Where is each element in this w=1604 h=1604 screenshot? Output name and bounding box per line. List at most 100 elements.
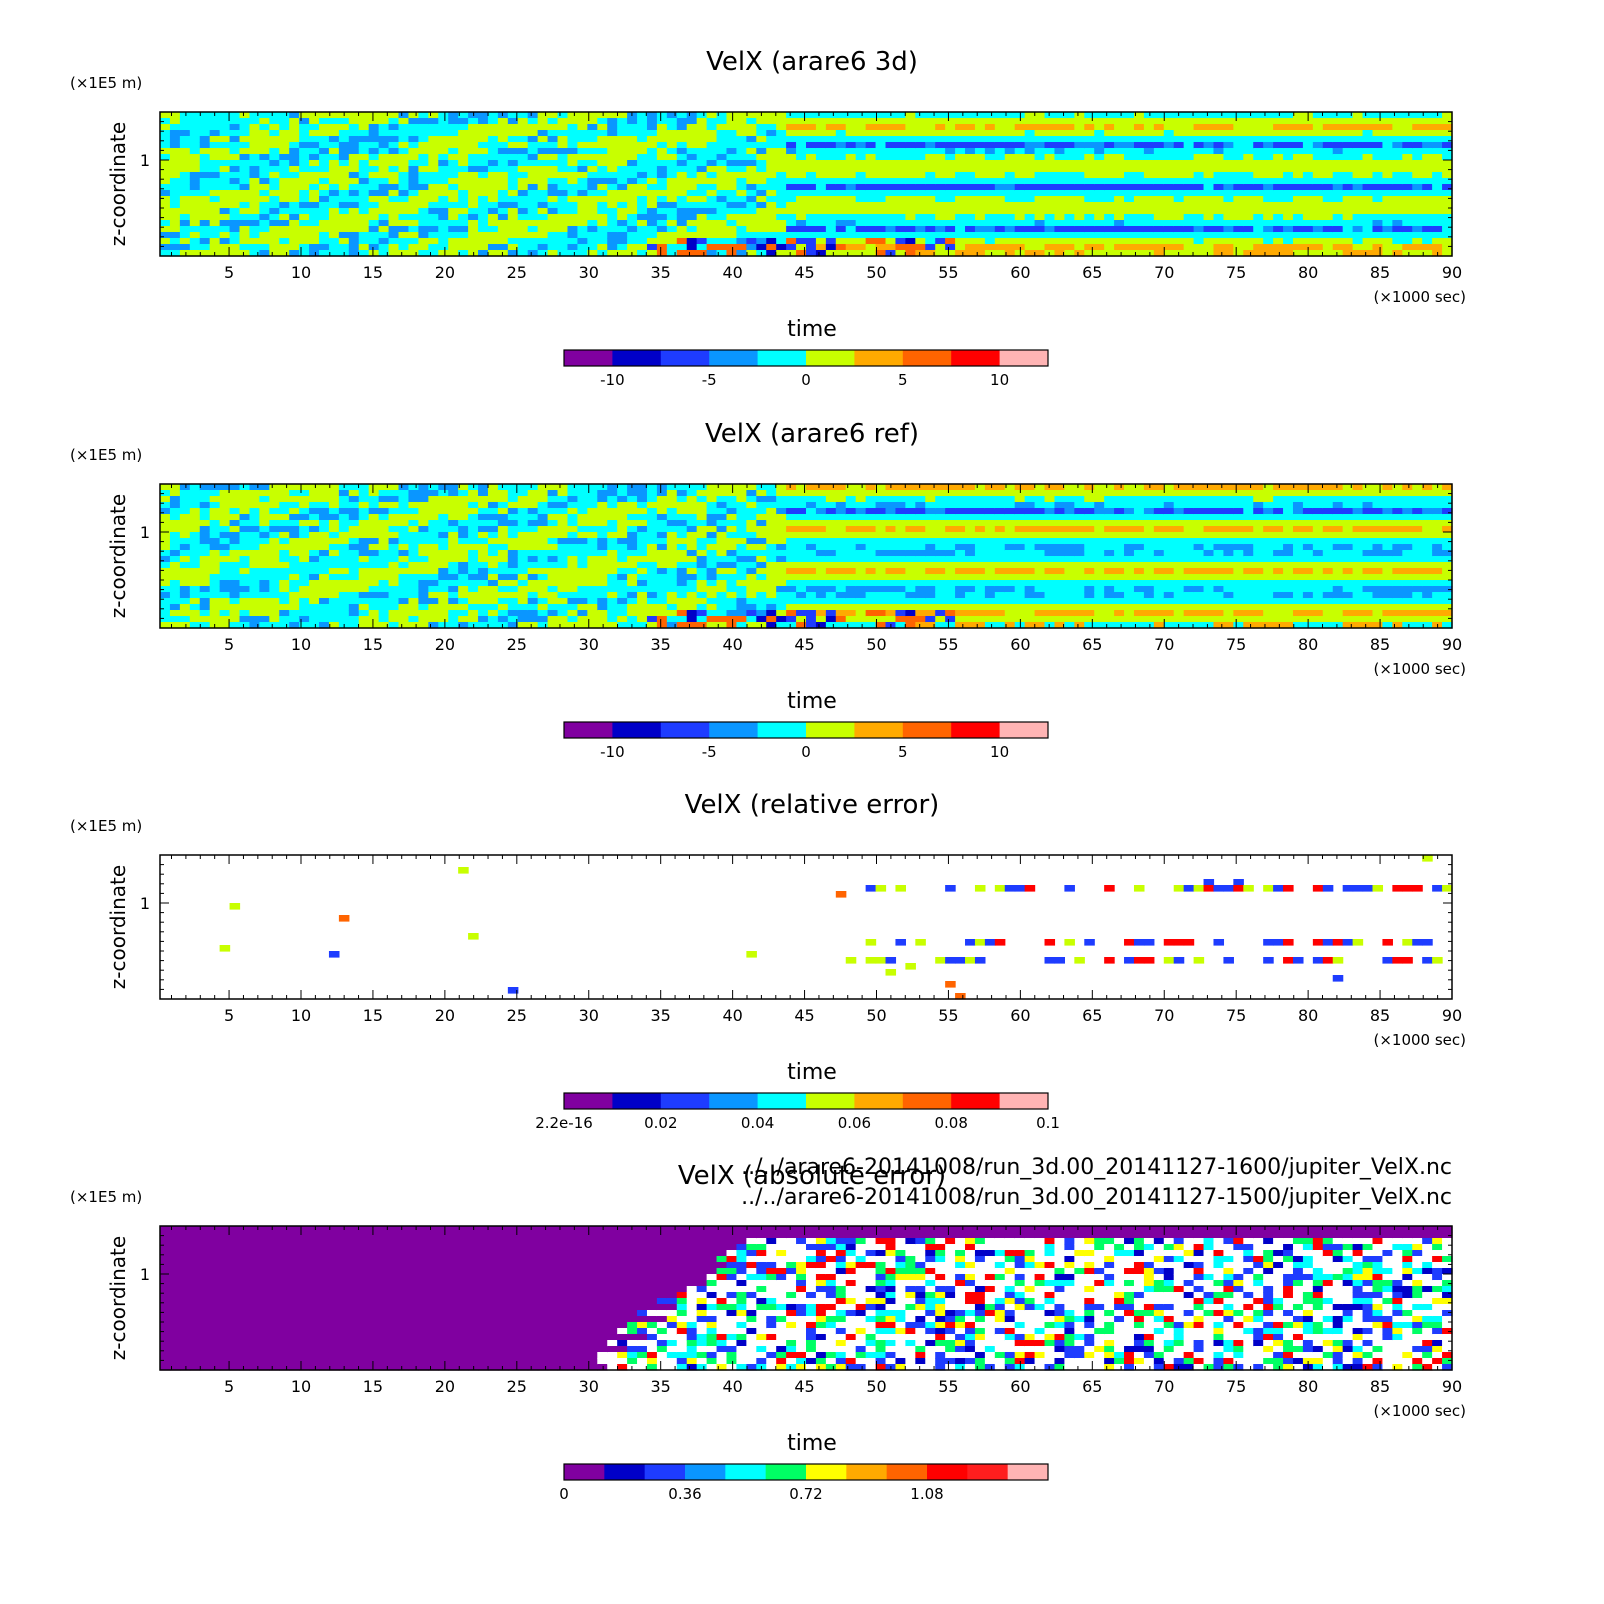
colorbar-swatch — [709, 1093, 759, 1109]
colorbar-label: 0 — [801, 371, 811, 389]
colorbar-swatch — [999, 722, 1049, 738]
x-tick-label: 10 — [291, 1006, 311, 1025]
heatmap-field — [160, 855, 1453, 1000]
colorbar-label: 0.1 — [1036, 1114, 1060, 1132]
x-axis-label: time — [787, 689, 837, 714]
x-tick-label: 60 — [1010, 635, 1030, 654]
x-tick-label: 70 — [1154, 263, 1174, 282]
colorbar-swatch — [604, 1464, 646, 1480]
x-axis-label: time — [787, 1060, 837, 1085]
x-tick-label: 30 — [579, 1006, 599, 1025]
colorbar-swatch — [564, 1093, 613, 1109]
x-tick-label: 80 — [1298, 263, 1318, 282]
y-axis-label: z-coordinate — [106, 1236, 130, 1360]
x-tick-label: 35 — [651, 635, 671, 654]
x-tick-label: 25 — [507, 263, 527, 282]
x-tick-label: 10 — [291, 263, 311, 282]
chart-title: VelX (absolute error) — [678, 1161, 946, 1191]
colorbar-swatch — [854, 350, 904, 366]
x-axis-label: time — [787, 1431, 837, 1456]
x-tick-label: 50 — [866, 1006, 886, 1025]
colorbar-swatch — [854, 722, 904, 738]
chart-title: VelX (relative error) — [685, 790, 940, 820]
x-tick-label: 75 — [1226, 1006, 1246, 1025]
colorbar-label: 2.2e-16 — [535, 1114, 593, 1132]
colorbar-swatch — [967, 1464, 1009, 1480]
x-tick-label: 65 — [1082, 263, 1102, 282]
colorbar-swatch — [765, 1464, 807, 1480]
colorbar-swatch — [612, 350, 662, 366]
x-tick-label: 75 — [1226, 263, 1246, 282]
colorbar-swatch — [725, 1464, 767, 1480]
colorbar: -10 -5 0 5 10 — [563, 349, 1049, 389]
x-tick-label: 45 — [794, 1377, 814, 1396]
colorbar-label: 1.08 — [910, 1485, 943, 1503]
y-unit-label: (×1E5 m) — [70, 446, 142, 464]
x-tick-label: 70 — [1154, 1006, 1174, 1025]
x-tick-label: 85 — [1370, 1377, 1390, 1396]
colorbar-swatch — [564, 722, 613, 738]
x-tick-label: 60 — [1010, 263, 1030, 282]
y-axis-label: z-coordinate — [106, 122, 130, 246]
x-tick-label: 90 — [1442, 635, 1462, 654]
x-tick-label: 75 — [1226, 635, 1246, 654]
colorbar-swatch — [951, 722, 1001, 738]
colorbar-swatch — [886, 1464, 928, 1480]
x-tick-label: 15 — [363, 1006, 383, 1025]
y-tick-label: 1 — [140, 523, 150, 542]
x-tick-label: 50 — [866, 1377, 886, 1396]
x-tick-label: 80 — [1298, 1006, 1318, 1025]
colorbar-swatch — [660, 722, 710, 738]
x-tick-label: 15 — [363, 635, 383, 654]
x-tick-label: 85 — [1370, 263, 1390, 282]
chart-panel-3: VelX (relative error) (×1E5 m) 5 10 15 20 25 30… — [70, 790, 1466, 1132]
colorbar-swatch — [927, 1464, 968, 1480]
heatmap-field — [160, 484, 1453, 629]
x-tick-label: 10 — [291, 635, 311, 654]
heatmap-field — [160, 112, 1453, 257]
x-tick-label: 20 — [435, 1006, 455, 1025]
footer-file-path: ../../arare6-20141008/run_3d.00_20141127… — [741, 1155, 1452, 1180]
plot-frame — [159, 483, 1453, 629]
x-tick-label: 60 — [1010, 1377, 1030, 1396]
x-tick-label: 25 — [507, 1377, 527, 1396]
colorbar: -10 -5 0 5 10 — [563, 721, 1049, 761]
colorbar-swatch — [757, 1093, 807, 1109]
y-axis-label: z-coordinate — [106, 494, 130, 618]
chart-panel-1: VelX (arare6 3d)(×1E5 m)5 10 15 20 25 30 35 40 4… — [70, 47, 1466, 389]
colorbar-frame — [563, 1463, 1049, 1481]
colorbar-swatch — [902, 722, 952, 738]
colorbar-label: -10 — [600, 371, 625, 389]
colorbar-swatch — [951, 350, 1001, 366]
x-tick-label: 90 — [1442, 1377, 1462, 1396]
colorbar-swatch — [564, 1464, 605, 1480]
colorbar-label: 5 — [898, 371, 908, 389]
x-tick-label: 25 — [507, 1006, 527, 1025]
x-unit-label: (×1000 sec) — [1373, 660, 1466, 678]
x-tick-label: 5 — [224, 263, 234, 282]
x-tick-label: 60 — [1010, 1006, 1030, 1025]
x-tick-label: 30 — [579, 263, 599, 282]
x-tick-label: 40 — [722, 263, 742, 282]
colorbar-label: 0.72 — [789, 1485, 822, 1503]
x-tick-label: 5 — [224, 1006, 234, 1025]
x-tick-label: 45 — [794, 635, 814, 654]
y-unit-label: (×1E5 m) — [70, 817, 142, 835]
colorbar-label: 0.08 — [934, 1114, 967, 1132]
plot-background — [160, 855, 1452, 999]
colorbar-swatch — [951, 1093, 1001, 1109]
footer-file-path: ../../arare6-20141008/run_3d.00_20141127… — [741, 1185, 1452, 1210]
x-tick-label: 55 — [938, 1006, 958, 1025]
colorbar-swatch — [902, 1093, 952, 1109]
x-tick-label: 65 — [1082, 1006, 1102, 1025]
colorbar-swatch — [757, 722, 807, 738]
colorbar-swatch — [660, 1093, 710, 1109]
x-tick-label: 10 — [291, 1377, 311, 1396]
footer-file-paths: ../../arare6-20141008/run_3d.00_20141127… — [741, 1155, 1452, 1210]
x-tick-label: 35 — [651, 1377, 671, 1396]
colorbar-label: -5 — [702, 371, 717, 389]
chart-panel-2: VelX (arare6 ref)(×1E5 m)5 10 15 20 25 30 35 40… — [70, 419, 1466, 761]
x-tick-label: 45 — [794, 263, 814, 282]
x-tick-label: 55 — [938, 635, 958, 654]
